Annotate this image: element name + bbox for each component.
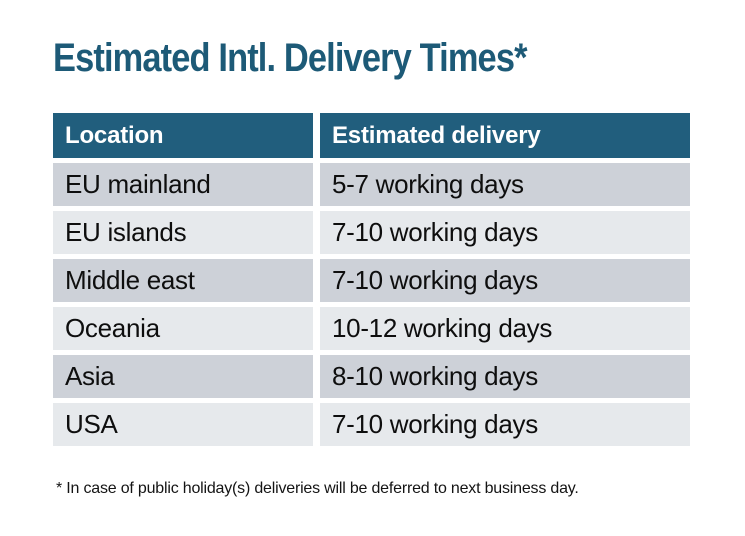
delivery-cell: 7-10 working days (320, 259, 690, 302)
delivery-cell: 7-10 working days (320, 211, 690, 254)
location-cell: Oceania (53, 307, 313, 350)
location-cell: EU mainland (53, 163, 313, 206)
delivery-cell: 8-10 working days (320, 355, 690, 398)
location-cell: Middle east (53, 259, 313, 302)
delivery-cell: 5-7 working days (320, 163, 690, 206)
location-cell: USA (53, 403, 313, 446)
location-cell: EU islands (53, 211, 313, 254)
delivery-cell: 10-12 working days (320, 307, 690, 350)
location-cell: Asia (53, 355, 313, 398)
delivery-times-table: Location Estimated delivery EU mainland … (53, 113, 690, 446)
column-header-estimated-delivery: Estimated delivery (320, 113, 690, 158)
page-title: Estimated Intl. Delivery Times* (53, 36, 527, 80)
column-header-location: Location (53, 113, 313, 158)
delivery-cell: 7-10 working days (320, 403, 690, 446)
footnote-text: * In case of public holiday(s) deliverie… (56, 480, 579, 497)
